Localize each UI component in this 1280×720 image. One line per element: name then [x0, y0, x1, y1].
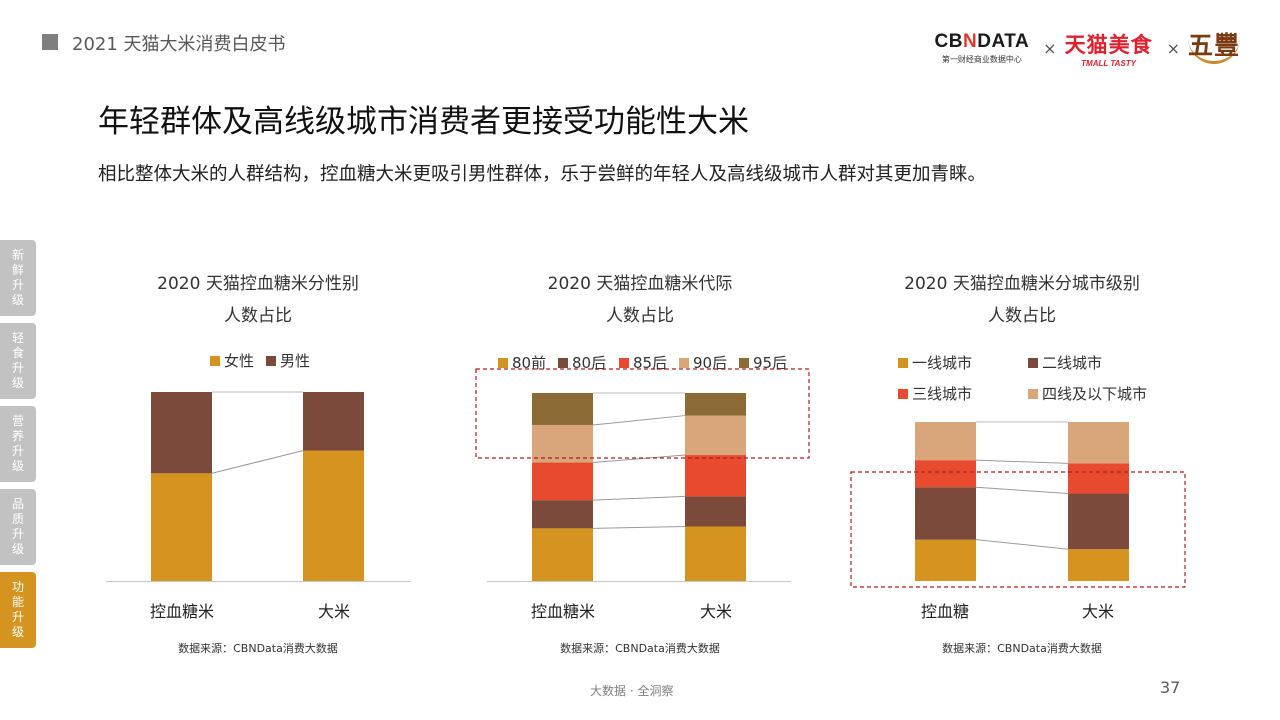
connector-line — [975, 486, 1069, 495]
bar-segment-2 — [303, 392, 364, 451]
legend-item: 85后 — [619, 352, 667, 373]
bar-segment-3 — [1068, 463, 1129, 494]
bar-segment-2 — [685, 496, 746, 527]
bar-segment-4 — [532, 424, 593, 463]
legend-swatch-icon — [266, 355, 276, 366]
page-subtitle: 相比整体大米的人群结构，控血糖大米更吸引男性群体，乐于尝鲜的年轻人及高线级城市人… — [98, 164, 987, 185]
chart-2-source: 数据来源：CBNData消费大数据 — [560, 642, 720, 655]
wufeng-logo: 五豐 — [1187, 32, 1240, 64]
chart-3-source: 数据来源：CBNData消费大数据 — [942, 642, 1102, 655]
legend-swatch-icon — [498, 357, 508, 368]
chart-3-category-label: 控血糖 — [920, 602, 969, 621]
bar-segment-3 — [685, 455, 746, 497]
legend-swatch-icon — [898, 357, 908, 368]
bar-segment-4 — [1068, 422, 1129, 464]
times-separator: × — [1043, 38, 1057, 58]
bar-segment-1 — [1068, 549, 1129, 581]
connector-line — [975, 459, 1069, 464]
chart-1-title: 2020 天猫控血糖米分性别 人数占比 — [98, 268, 418, 332]
legend-item: 二线城市 — [1028, 352, 1102, 373]
partner-logos: CBNDATA 第一财经商业数据中心 × 天猫美食 TMALL TASTY × … — [935, 26, 1240, 70]
bar-segment-2 — [151, 392, 212, 474]
bar-segment-1 — [915, 539, 976, 581]
connector-line — [975, 539, 1069, 550]
legend-item: 90后 — [679, 352, 727, 373]
chart-generation — [475, 368, 810, 582]
side-tab-function[interactable]: 功能升级 — [0, 572, 36, 648]
connector-line — [592, 415, 686, 426]
bar-segment-1 — [303, 450, 364, 581]
bar-segment-3 — [532, 462, 593, 501]
bar-segment-4 — [915, 422, 976, 461]
legend-item: 80前 — [498, 352, 546, 373]
highlight-box — [475, 368, 810, 459]
cbndata-logo: CBNDATA 第一财经商业数据中心 — [934, 31, 1030, 64]
chart-3-title-line1: 2020 天猫控血糖米分城市级别 — [904, 274, 1140, 294]
bar-segment-1 — [532, 528, 593, 581]
chart-1-source: 数据来源：CBNData消费大数据 — [178, 642, 338, 655]
tmall-tasty-logo: 天猫美食 TMALL TASTY — [1064, 32, 1153, 68]
bar-segment-2 — [1068, 493, 1129, 550]
bar-segment-1 — [151, 473, 212, 581]
side-nav: 新鲜升级 轻食升级 营养升级 品质升级 功能升级 — [0, 240, 36, 655]
bar-segment-2 — [915, 487, 976, 540]
chart-2-title-line2: 人数占比 — [606, 306, 674, 326]
legend-item: 女性 — [210, 350, 254, 371]
legend-item: 三线城市 — [898, 383, 972, 404]
legend-swatch-icon — [1028, 388, 1038, 399]
chart-2-category-label: 大米 — [699, 602, 732, 621]
page-title: 年轻群体及高线级城市消费者更接受功能性大米 — [98, 104, 749, 140]
connector-line — [592, 525, 686, 529]
chart-gender — [106, 391, 410, 582]
legend-swatch-icon — [210, 355, 220, 366]
legend-item: 男性 — [266, 350, 310, 371]
chart-2-category-label: 控血糖米 — [530, 602, 595, 621]
legend-swatch-icon — [1028, 357, 1038, 368]
legend-swatch-icon — [558, 357, 568, 368]
chart-1-title-line1: 2020 天猫控血糖米分性别 — [157, 274, 359, 294]
chart-1-category-label: 控血糖米 — [149, 602, 214, 621]
side-tab-quality[interactable]: 品质升级 — [0, 489, 36, 565]
legend-swatch-icon — [679, 357, 689, 368]
connector-line — [592, 495, 686, 501]
chart-3-category-label: 大米 — [1081, 602, 1114, 621]
legend-swatch-icon — [739, 357, 749, 368]
chart-2-title-line1: 2020 天猫控血糖米代际 — [547, 274, 733, 294]
bar-segment-5 — [685, 393, 746, 416]
side-tab-nutrition[interactable]: 营养升级 — [0, 406, 36, 482]
connector-line — [211, 450, 304, 474]
times-separator: × — [1166, 38, 1180, 58]
legend-item: 四线及以下城市 — [1028, 383, 1147, 404]
doc-title: 2021 天猫大米消费白皮书 — [72, 34, 286, 55]
chart-2-title: 2020 天猫控血糖米代际 人数占比 — [480, 268, 800, 332]
chart-1-category-label: 大米 — [317, 602, 350, 621]
bar-segment-2 — [532, 500, 593, 529]
legend-item: 95后 — [739, 352, 787, 373]
bar-segment-1 — [685, 526, 746, 581]
side-tab-light-food[interactable]: 轻食升级 — [0, 323, 36, 399]
chart-city-tier — [850, 421, 1186, 588]
bar-segment-3 — [915, 460, 976, 488]
chart-3-title: 2020 天猫控血糖米分城市级别 人数占比 — [862, 268, 1182, 332]
legend-item: 80后 — [558, 352, 606, 373]
footer-slogan: 大数据 · 全洞察 — [590, 684, 674, 698]
legend-item: 一线城市 — [898, 352, 972, 373]
side-tab-fresh[interactable]: 新鲜升级 — [0, 240, 36, 316]
chart-1-title-line2: 人数占比 — [224, 306, 292, 326]
bar-segment-4 — [685, 415, 746, 456]
legend-swatch-icon — [898, 388, 908, 399]
chart-3-title-line2: 人数占比 — [988, 306, 1056, 326]
connector-line — [592, 454, 686, 464]
page-number: 37 — [1160, 678, 1181, 697]
legend-swatch-icon — [619, 357, 629, 368]
highlight-box — [850, 471, 1186, 588]
header-square-icon — [42, 34, 58, 50]
bar-segment-5 — [532, 393, 593, 425]
